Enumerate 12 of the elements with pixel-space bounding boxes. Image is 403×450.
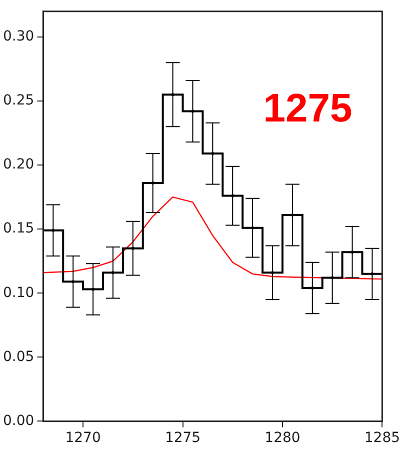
y-tick-label: 0.30 — [3, 28, 34, 45]
y-tick-label: 0.25 — [3, 92, 34, 109]
x-tick-label: 1280 — [264, 430, 300, 446]
y-tick-label: 0.20 — [3, 156, 34, 173]
annotation: 1275 — [263, 86, 352, 130]
x-tick-label: 1285 — [364, 430, 400, 446]
y-tick-label: 0.00 — [3, 412, 34, 429]
y-tick-label: 0.05 — [3, 348, 34, 365]
y-tick-label: 0.10 — [3, 284, 34, 301]
y-tick-label: 0.15 — [3, 220, 34, 237]
x-tick-label: 1270 — [65, 430, 101, 446]
x-tick-label: 1275 — [164, 430, 201, 446]
